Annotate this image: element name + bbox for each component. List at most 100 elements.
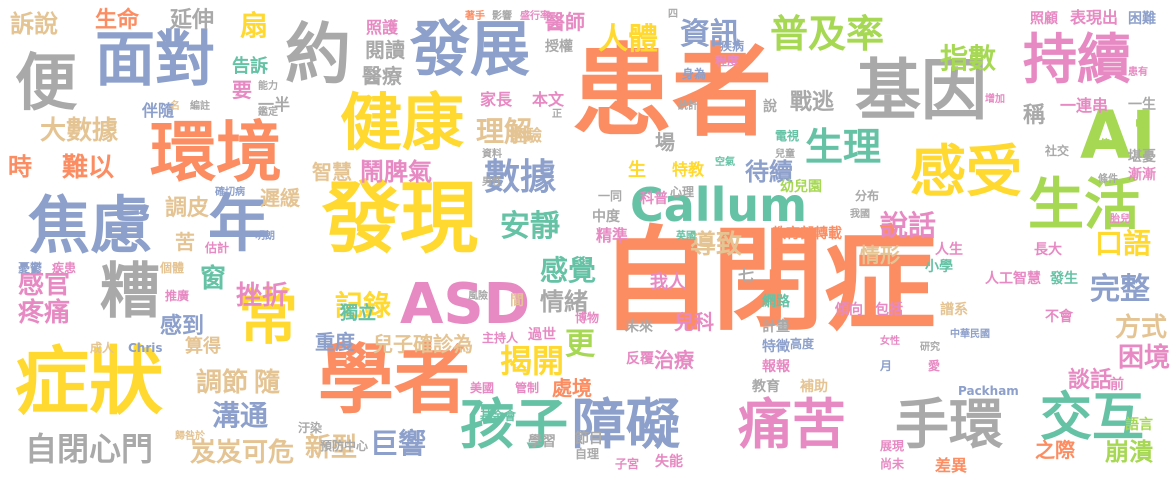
cloud-word: 岌岌可危 bbox=[190, 438, 295, 468]
cloud-word: 告訴 bbox=[232, 56, 268, 77]
cloud-word: Packham bbox=[958, 384, 1019, 398]
cloud-word: 我人 bbox=[650, 272, 686, 293]
cloud-word-child: 孩子 bbox=[460, 393, 568, 456]
cloud-word-about: 約 bbox=[285, 16, 351, 93]
cloud-word-callum: Callum bbox=[630, 178, 808, 232]
cloud-word: 算得 bbox=[185, 336, 221, 357]
cloud-word: 指數 bbox=[940, 42, 997, 75]
cloud-word: 稱 bbox=[1023, 103, 1046, 128]
cloud-word: 心理 bbox=[670, 185, 695, 199]
cloud-word: Chris bbox=[128, 341, 163, 355]
cloud-word: 人生 bbox=[935, 242, 963, 258]
cloud-word: 溝通 bbox=[212, 399, 269, 432]
cloud-word: 特徵 bbox=[762, 339, 790, 355]
cloud-word: 長大 bbox=[1034, 242, 1062, 258]
cloud-word: 本文 bbox=[532, 90, 565, 109]
cloud-word: 女性 bbox=[880, 336, 900, 347]
cloud-word: 時 bbox=[8, 153, 32, 181]
cloud-word: 一生 bbox=[1128, 97, 1156, 113]
cloud-word: 照顧 bbox=[1030, 11, 1058, 27]
cloud-word: 兒童 bbox=[775, 149, 795, 160]
cloud-word: 感到 bbox=[160, 314, 205, 339]
cloud-word: 感官 bbox=[18, 270, 71, 300]
cloud-word-continue: 持續 bbox=[1023, 28, 1131, 91]
cloud-word: 正 bbox=[552, 109, 562, 120]
cloud-word: 空氣 bbox=[715, 157, 735, 168]
cloud-word-health: 健康 bbox=[340, 86, 465, 159]
cloud-word-symptom: 症狀 bbox=[15, 339, 163, 425]
cloud-word: 名 bbox=[170, 101, 180, 112]
cloud-word: 一同 bbox=[598, 189, 623, 203]
cloud-word: 智慧 bbox=[312, 160, 352, 184]
cloud-word: 中度 bbox=[592, 209, 620, 225]
cloud-word: 分布 bbox=[855, 189, 880, 203]
cloud-word: 堪憂 bbox=[1128, 149, 1156, 165]
cloud-word: 疾病 bbox=[720, 39, 745, 53]
cloud-word: 說 bbox=[763, 99, 777, 115]
cloud-word: 要 bbox=[232, 78, 252, 102]
cloud-word-anxiety: 焦慮 bbox=[28, 189, 153, 262]
cloud-word: 口語 bbox=[1095, 227, 1152, 260]
cloud-word-development: 發展 bbox=[410, 15, 530, 85]
cloud-word: 新型 bbox=[305, 433, 358, 463]
cloud-word: 四 bbox=[668, 9, 678, 20]
cloud-word: 愛 bbox=[928, 359, 941, 373]
cloud-word: 個體 bbox=[160, 261, 185, 275]
cloud-word-autism: 自閉症 bbox=[600, 216, 936, 346]
cloud-word-pain: 痛苦 bbox=[738, 393, 846, 456]
cloud-word-often: 常 bbox=[238, 283, 298, 353]
cloud-word: 資料 bbox=[482, 149, 502, 160]
cloud-word: 場 bbox=[655, 130, 675, 154]
cloud-word: 閱讀 bbox=[365, 38, 405, 62]
cloud-word: 生 bbox=[628, 160, 646, 181]
cloud-word: 普及率 bbox=[770, 12, 885, 56]
cloud-word-obstacle: 障礙 bbox=[572, 393, 680, 456]
cloud-word: 揭開 bbox=[500, 342, 565, 380]
cloud-word: 精準 bbox=[596, 226, 629, 245]
cloud-word: 統計 bbox=[678, 101, 698, 112]
cloud-word: 處境 bbox=[552, 376, 592, 400]
cloud-word: 授權 bbox=[545, 39, 573, 55]
cloud-word: 資訊 bbox=[680, 17, 740, 52]
cloud-word: 情緒 bbox=[540, 288, 588, 316]
cloud-word: 照護 bbox=[366, 18, 399, 37]
cloud-word-feel: 感受 bbox=[910, 140, 1022, 205]
cloud-word: 報報 bbox=[762, 359, 790, 375]
cloud-word: 反覆 bbox=[626, 351, 654, 367]
cloud-word-year: 年 bbox=[208, 187, 271, 260]
cloud-word: 遲緩 bbox=[260, 186, 300, 210]
cloud-word: 編註 bbox=[190, 101, 210, 112]
cloud-word: 能力 bbox=[258, 81, 278, 92]
cloud-word: 成人 bbox=[90, 341, 115, 355]
cloud-word: 影響 bbox=[492, 11, 512, 22]
cloud-word: 教育 bbox=[752, 379, 780, 395]
cloud-word: 調皮 bbox=[165, 196, 210, 221]
cloud-word: 估計 bbox=[205, 241, 230, 255]
cloud-word: 大數據 bbox=[40, 116, 119, 146]
cloud-word: 電視 bbox=[775, 129, 800, 143]
cloud-word-bracelet: 手環 bbox=[895, 393, 1003, 456]
cloud-word: 倍 bbox=[1100, 139, 1110, 150]
cloud-word: 包括 bbox=[875, 302, 903, 318]
cloud-word: 安靜 bbox=[500, 209, 560, 244]
cloud-word: 推廣 bbox=[165, 289, 190, 303]
cloud-word: 崩潰 bbox=[1105, 438, 1153, 466]
cloud-word: 鑑定 bbox=[258, 107, 278, 118]
cloud-word: 計畫 bbox=[762, 319, 790, 335]
cloud-word: 節目 bbox=[575, 431, 603, 447]
cloud-word: 美國 bbox=[470, 381, 495, 395]
cloud-word: 自閉心門 bbox=[25, 430, 154, 468]
cloud-word: 不會 bbox=[1045, 309, 1073, 325]
cloud-word: 男性 bbox=[482, 177, 502, 188]
cloud-word: 子宮 bbox=[615, 457, 640, 471]
cloud-word: 譜系 bbox=[940, 302, 968, 318]
cloud-word: 鬧脾氣 bbox=[360, 158, 432, 186]
cloud-word: 明朗 bbox=[255, 231, 275, 242]
cloud-word: 完整 bbox=[1090, 272, 1150, 307]
cloud-word: 伴隨 bbox=[142, 101, 175, 120]
cloud-word: 七 bbox=[738, 266, 755, 285]
cloud-word: 一半 bbox=[258, 95, 291, 114]
cloud-word: 間 bbox=[510, 293, 524, 309]
cloud-word: 憂鬱 bbox=[18, 261, 43, 275]
